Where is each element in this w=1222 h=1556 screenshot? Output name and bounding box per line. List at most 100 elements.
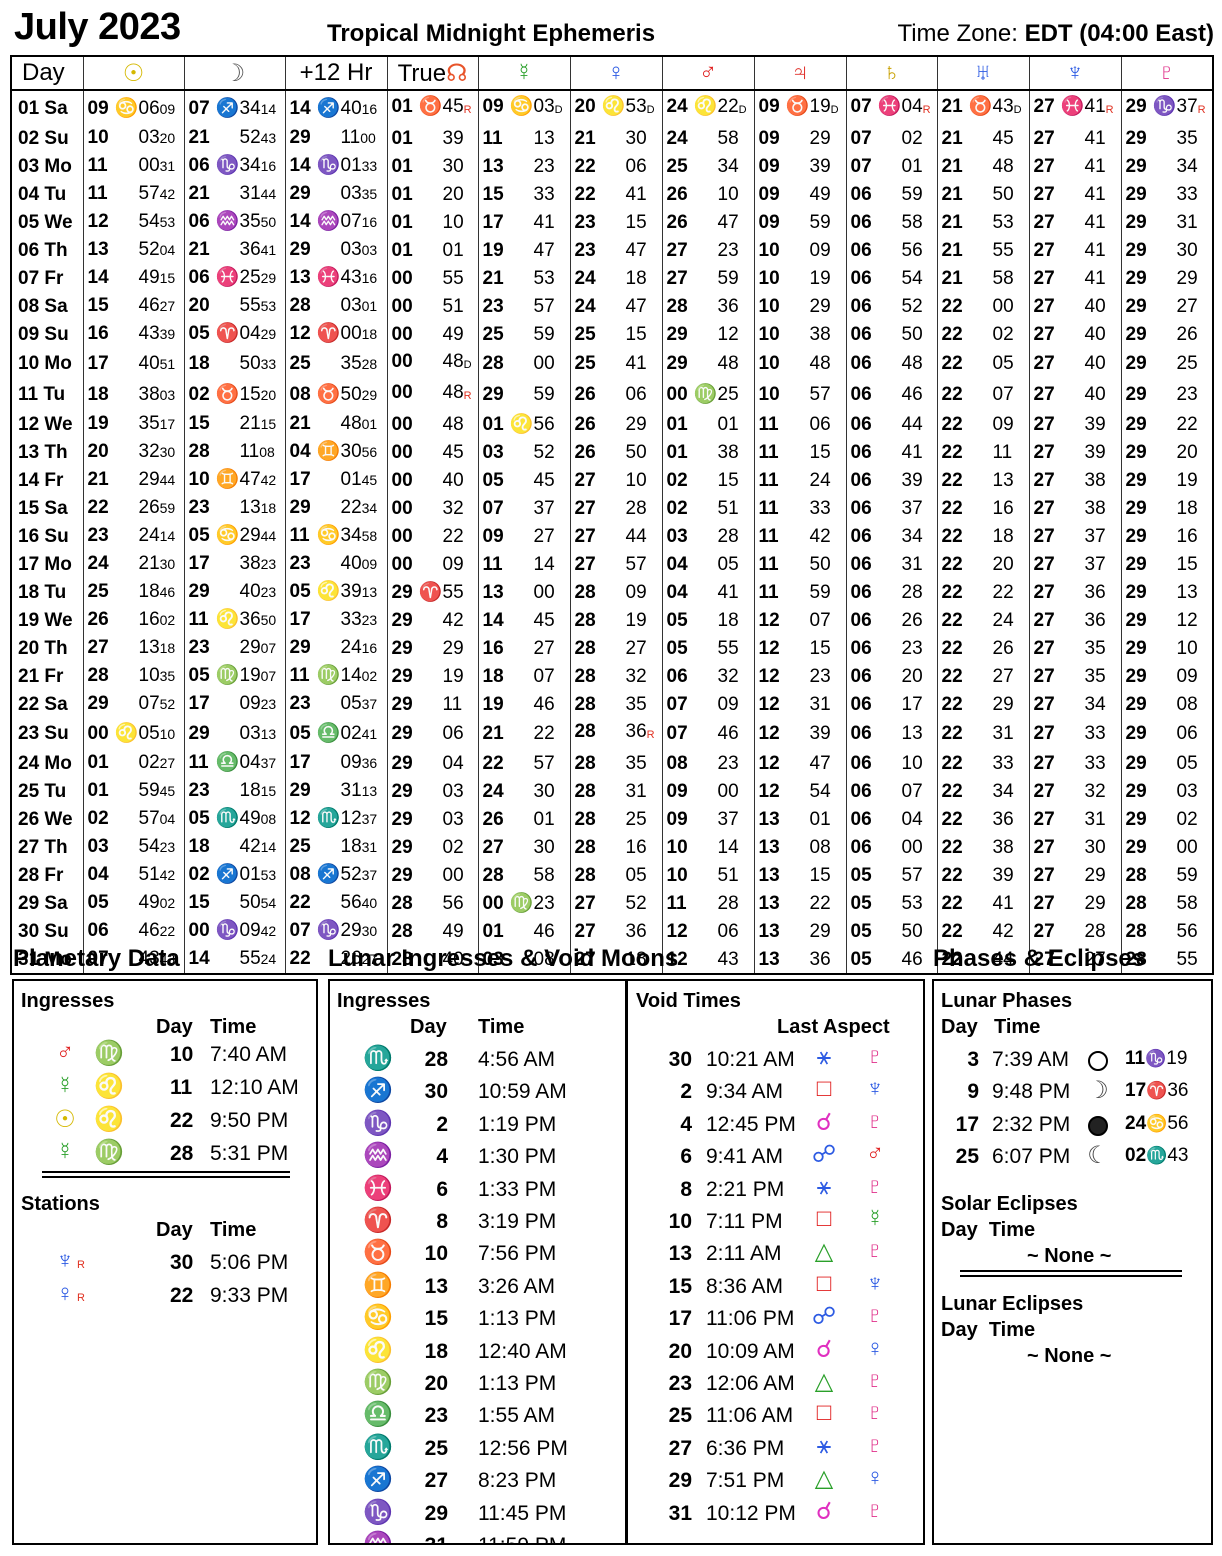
node-cell: 28 40 (386, 945, 478, 974)
degree: 03 (87, 836, 109, 857)
m12-cell: 13 ♓4316 (284, 264, 387, 292)
minutes: 11 (992, 441, 1013, 463)
aspect-icon: □ (816, 1205, 832, 1232)
degree: 23 (574, 211, 596, 233)
m12-cell: 25 3528 (284, 348, 387, 379)
minutes: 22 (809, 892, 831, 914)
seconds: 13 (361, 783, 378, 799)
nep-cell: 27 41 (1028, 264, 1121, 292)
seconds: 14 (159, 528, 176, 544)
sign-icon: ♓ (215, 267, 240, 288)
moon-cell: 11 ♎0437 (183, 749, 285, 777)
degree: 06 (850, 665, 872, 687)
degree: 00 (666, 384, 688, 405)
column-header: True☊ (386, 56, 478, 91)
minutes: 07 (992, 384, 1014, 405)
minutes: 40 (1084, 295, 1106, 317)
sign-icon: ♈ (418, 581, 443, 603)
minutes: 29 (1084, 892, 1106, 914)
ephemeris-row: 12 We 19 3517 15 2115 21 4801 00 48 01 ♌56 26 29 01 01… (11, 410, 1213, 438)
nep-cell: 27 31 (1028, 805, 1121, 833)
void-time: 12:06 AM (706, 1372, 795, 1395)
ura-cell: 22 41 (936, 889, 1029, 917)
minutes: 55 (717, 637, 739, 659)
degree: 01 (87, 780, 109, 801)
degree: 28 (574, 609, 596, 631)
minutes: 38 (717, 441, 739, 463)
merc-cell: 09 ♋03D (477, 90, 570, 124)
ephemeris-row: 26 We 02 5704 05 ♏4908 12 ♏1237 29 03 26 01 28 25 09 3… (11, 805, 1213, 833)
sun-cell: 15 4627 (82, 292, 184, 320)
minutes: 40 (138, 352, 160, 374)
degree: 23 (188, 637, 210, 658)
seconds: 23 (159, 839, 176, 855)
minutes: 09 (992, 413, 1014, 435)
mars-cell: 11 28 (661, 889, 754, 917)
moon-cell: 14 5524 (183, 945, 285, 974)
seconds: 16 (260, 158, 277, 174)
minutes: 01 (340, 469, 362, 490)
minutes: 05 (992, 353, 1014, 374)
column-header: ♂ (661, 56, 754, 91)
sign-icon: ♑ (1145, 1049, 1167, 1068)
degree: 27 (1033, 693, 1055, 715)
column-header: ♀ (569, 56, 662, 91)
minutes: 03 (1176, 780, 1198, 802)
degree: 17 (289, 469, 311, 490)
degree: 29 (1125, 183, 1147, 205)
sign-icon: ♉ (363, 1239, 393, 1267)
moon-cell: 06 ♒3550 (183, 208, 285, 236)
minutes: 04 (239, 752, 261, 773)
minutes: 53 (992, 211, 1014, 233)
minutes: 49 (138, 892, 160, 913)
minutes: 50 (901, 920, 923, 942)
minutes: 09 (809, 239, 831, 261)
minutes: 13 (1176, 581, 1198, 603)
minutes: 20 (1176, 441, 1198, 463)
degree: 24 (87, 553, 109, 574)
node-cell: 00 49 (386, 320, 478, 348)
degree: 22 (941, 920, 963, 942)
seconds: 59 (159, 500, 176, 516)
degree: 28 (574, 721, 596, 742)
degree: 06 (850, 267, 872, 289)
minutes: 18 (625, 267, 647, 289)
degree: 01 (391, 96, 413, 117)
day-cell: 15 Sa (18, 497, 68, 519)
sat-cell: 06 39 (845, 466, 937, 494)
ephemeris-row: 24 Mo 01 0227 11 ♎0437 17 0936 29 04 22 57 28 35 08 23… (11, 749, 1213, 777)
minutes: 53 (533, 267, 555, 289)
minutes: 21 (138, 553, 160, 574)
lunar-ingress-time: 1:55 AM (478, 1404, 556, 1428)
degree: 29 (1125, 497, 1147, 519)
lunar-ingress-day: 28 (424, 1048, 448, 1071)
minutes: 28 (717, 525, 739, 547)
degree: 27 (1033, 864, 1055, 886)
seconds: 08 (260, 811, 277, 827)
degree: 21 (941, 267, 963, 289)
minutes: 59 (533, 323, 555, 345)
seconds: 27 (159, 755, 176, 771)
ven-cell: 28 05 (569, 861, 662, 889)
planet-icon: ♂ (56, 1039, 74, 1066)
minutes: 33 (340, 609, 362, 630)
minutes: 03 (340, 183, 362, 204)
degree: 22 (574, 155, 596, 177)
degree: 17 (188, 553, 210, 574)
station-time: 5:06 PM (210, 1251, 289, 1274)
seconds: 16 (361, 100, 378, 117)
degree: 15 (482, 183, 504, 205)
lunar-ingress-day: 23 (424, 1404, 448, 1428)
column-planet-icon: ☿ (515, 59, 533, 86)
solar-day-time-header: Day Time (941, 1219, 1035, 1242)
column-planet-icon: ♅ (974, 59, 992, 86)
degree: 06 (850, 239, 872, 261)
moon-cell: 06 ♑3416 (183, 152, 285, 180)
node-cell: 00 22 (386, 522, 478, 550)
degree: 22 (941, 553, 963, 575)
minutes: 10 (138, 665, 160, 686)
day-cell: 06 Th (18, 239, 68, 261)
degree: 08 (666, 752, 688, 774)
seconds: 43 (159, 951, 176, 967)
jup-cell: 12 39 (753, 718, 846, 749)
